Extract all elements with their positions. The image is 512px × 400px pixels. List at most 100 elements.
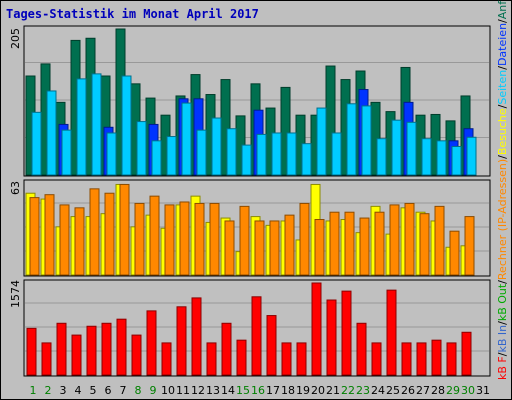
- top-ytick-label: 205: [9, 28, 22, 49]
- bar-top-s2-d15: [241, 144, 252, 176]
- bar-top-s2-d21: [331, 132, 342, 176]
- bar-bottom-s0-d25: [386, 289, 397, 376]
- bar-middle-s1-d2: [44, 194, 55, 276]
- bar-bottom-s0-d21: [326, 299, 337, 376]
- day-label-11: 11: [176, 384, 190, 397]
- bar-middle-s1-d3: [59, 204, 70, 276]
- chart-title: Tages-Statistik im Monat April 2017: [6, 7, 259, 21]
- legend-item-2: kB In: [496, 325, 509, 353]
- day-label-18: 18: [281, 384, 295, 397]
- day-label-22: 22: [341, 384, 355, 397]
- day-label-20: 20: [311, 384, 325, 397]
- bar-bottom-s0-d22: [341, 290, 352, 376]
- bar-top-s2-d18: [286, 132, 297, 176]
- bar-middle-s1-d11: [179, 201, 190, 276]
- day-label-23: 23: [356, 384, 370, 397]
- day-label-27: 27: [416, 384, 430, 397]
- bar-middle-s1-d18: [284, 214, 295, 276]
- bar-top-s2-d2: [46, 90, 57, 176]
- x-tick-labels: 1 2 3 4 5 6 7 8 9 10 11 12 13 14 15 16 17 18 19 20 21 22 23 24 2…: [30, 384, 491, 397]
- bar-bottom-s0-d8: [131, 334, 142, 376]
- bar-top-s2-d27: [421, 138, 432, 176]
- bar-middle-s1-d24: [374, 211, 385, 276]
- bottom-ytick-label: 1574: [9, 280, 22, 308]
- bar-top-s2-d17: [271, 132, 282, 176]
- bar-middle-s1-d25: [389, 204, 400, 276]
- bar-middle-s1-d26: [404, 202, 415, 276]
- bar-bottom-s0-d26: [401, 342, 412, 376]
- bar-bottom-s0-d3: [56, 322, 67, 376]
- bar-middle-s1-d20: [314, 219, 325, 276]
- bar-top-s2-d8: [136, 121, 147, 176]
- bar-top-s2-d5: [91, 73, 102, 176]
- bar-top-s0-d18: [280, 86, 291, 176]
- bar-middle-s1-d9: [149, 195, 160, 276]
- bar-middle-s1-d22: [344, 211, 355, 276]
- bar-top-s2-d13: [211, 117, 222, 176]
- bar-bottom-s0-d10: [161, 342, 172, 376]
- legend-item-7: /: [496, 155, 509, 159]
- bar-top-s2-d7: [121, 75, 132, 176]
- legend-item-11: /: [496, 66, 509, 70]
- day-label-10: 10: [161, 384, 175, 397]
- bar-bottom-s0-d9: [146, 310, 157, 376]
- bar-top-s2-d16: [256, 133, 267, 176]
- bar-middle-s1-d17: [269, 220, 280, 276]
- bar-middle-s1-d13: [209, 202, 220, 276]
- bar-middle-s1-d7: [119, 183, 130, 276]
- day-label-9: 9: [150, 384, 157, 397]
- day-label-14: 14: [221, 384, 235, 397]
- bar-bottom-s0-d11: [176, 306, 187, 376]
- bar-bottom-s0-d19: [296, 342, 307, 376]
- bar-top-s2-d4: [76, 78, 87, 176]
- bar-top-s2-d20: [316, 107, 327, 176]
- bar-top-s2-d1: [31, 111, 42, 176]
- bar-bottom-s0-d12: [191, 297, 202, 376]
- bar-bottom-s0-d18: [281, 342, 292, 376]
- day-label-13: 13: [206, 384, 220, 397]
- day-label-12: 12: [191, 384, 205, 397]
- bar-middle-s1-d12: [194, 202, 205, 276]
- bar-middle-s1-d27: [419, 213, 430, 276]
- bar-middle-s1-d19: [299, 202, 310, 276]
- legend-item-12: Dateien: [496, 23, 509, 66]
- bar-top-s2-d30: [466, 136, 477, 176]
- bar-bottom-s0-d27: [416, 342, 427, 376]
- legend-item-6: Rechner (IP-Adressen): [496, 159, 509, 280]
- bar-top-s2-d6: [106, 132, 117, 176]
- bar-bottom-s0-d23: [356, 322, 367, 376]
- day-label-4: 4: [75, 384, 82, 397]
- bar-middle-s1-d16: [254, 220, 265, 276]
- legend-item-0: kB F: [496, 356, 509, 380]
- legend-item-5: /: [496, 280, 509, 284]
- bar-bottom-s0-d14: [221, 322, 232, 376]
- legend-item-3: /: [496, 321, 509, 325]
- bar-top-s2-d28: [436, 140, 447, 176]
- day-label-1: 1: [30, 384, 37, 397]
- bar-bottom-s0-d13: [206, 342, 217, 376]
- bar-bottom-s0-d2: [41, 342, 52, 376]
- day-label-2: 2: [45, 384, 52, 397]
- bar-bottom-s0-d30: [461, 331, 472, 376]
- day-label-28: 28: [431, 384, 445, 397]
- legend-item-1: /: [496, 352, 509, 356]
- day-label-29: 29: [446, 384, 460, 397]
- bar-top-s2-d24: [376, 138, 387, 176]
- day-label-24: 24: [371, 384, 385, 397]
- bar-top-s2-d14: [226, 128, 237, 176]
- bar-top-s2-d22: [346, 103, 357, 176]
- day-label-17: 17: [266, 384, 280, 397]
- legend-item-4: kB Out: [496, 283, 509, 321]
- day-label-26: 26: [401, 384, 415, 397]
- bar-middle-s1-d28: [434, 205, 445, 276]
- bar-bottom-s0-d24: [371, 342, 382, 376]
- bar-bottom-s0-d29: [446, 342, 457, 376]
- day-label-21: 21: [326, 384, 340, 397]
- bar-top-s2-d12: [196, 129, 207, 176]
- bar-top-s2-d10: [166, 136, 177, 176]
- middle-ytick-label: 63: [9, 181, 22, 195]
- bar-middle-s1-d1: [29, 197, 40, 276]
- bar-top-s2-d19: [301, 143, 312, 176]
- bar-middle-s1-d23: [359, 217, 370, 276]
